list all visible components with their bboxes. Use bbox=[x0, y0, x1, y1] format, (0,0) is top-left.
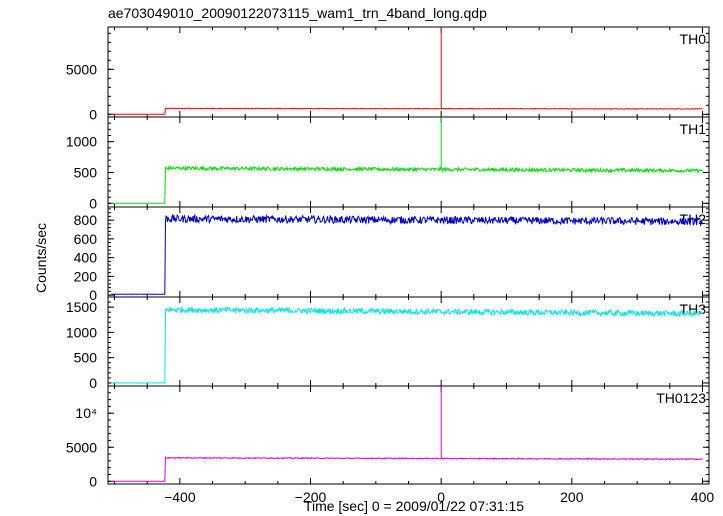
panel-name-label: TH0 bbox=[680, 31, 707, 47]
y-tick-label: 600 bbox=[74, 231, 98, 247]
y-tick-label: 0 bbox=[89, 106, 97, 122]
y-tick-label: 200 bbox=[74, 268, 98, 284]
panel-name-label: TH1 bbox=[680, 121, 707, 137]
y-tick-label: 0 bbox=[89, 375, 97, 391]
series-line-th0 bbox=[111, 27, 703, 115]
series-line-th1 bbox=[111, 117, 703, 204]
series-line-th3 bbox=[111, 306, 703, 384]
panel-frame bbox=[107, 116, 710, 208]
y-tick-label: 5000 bbox=[66, 439, 97, 455]
y-axis-label: Counts/sec bbox=[33, 223, 49, 293]
x-tick-label: 0 bbox=[437, 489, 445, 505]
panel-name-label: TH0123 bbox=[656, 390, 706, 406]
y-tick-label: 400 bbox=[74, 250, 98, 266]
panel-th0: 0 5000 TH0 bbox=[66, 26, 710, 122]
y-tick-label: 1500 bbox=[66, 299, 97, 315]
y-tick-label: 0 bbox=[89, 195, 97, 211]
chart-title: ae703049010_20090122073115_wam1_trn_4ban… bbox=[108, 5, 487, 21]
y-tick-label: 1000 bbox=[66, 134, 97, 150]
y-tick-label: 10⁴ bbox=[75, 405, 97, 421]
x-tick-label: 400 bbox=[691, 489, 715, 505]
panel-frame bbox=[107, 26, 710, 118]
x-tick-label: −200 bbox=[295, 489, 327, 505]
panel-th0123: 0 5000 10⁴ TH0123 bbox=[66, 385, 710, 489]
series-line-th0123 bbox=[111, 386, 703, 482]
y-tick-label: 500 bbox=[74, 350, 98, 366]
y-tick-label: 5000 bbox=[66, 61, 97, 77]
panel-frame bbox=[107, 385, 710, 485]
y-tick-label: 0 bbox=[89, 287, 97, 303]
y-tick-label: 0 bbox=[89, 473, 97, 489]
x-tick-label: −400 bbox=[164, 489, 196, 505]
x-tick-label: 200 bbox=[560, 489, 584, 505]
y-tick-label: 800 bbox=[74, 212, 98, 228]
y-tick-label: 500 bbox=[74, 164, 98, 180]
panel-th1: 0 500 1000 TH1 bbox=[66, 116, 710, 211]
series-line-th2 bbox=[111, 213, 703, 295]
x-axis-label: Time [sec] 0 = 2009/01/22 07:31:15 bbox=[304, 498, 524, 514]
y-tick-label: 1000 bbox=[66, 324, 97, 340]
